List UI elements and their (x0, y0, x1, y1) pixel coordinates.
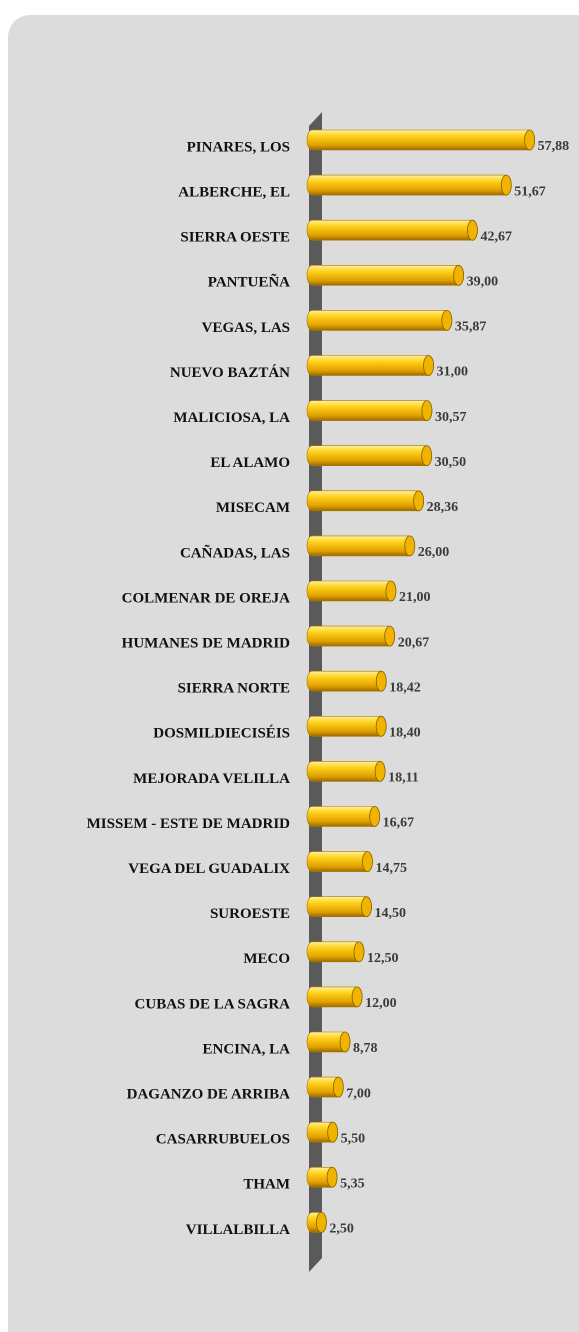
category-label: VEGAS, LAS (202, 320, 290, 336)
value-label: 5,50 (341, 1131, 366, 1146)
category-label: PANTUEÑA (208, 273, 290, 291)
bar (306, 174, 512, 196)
value-label: 2,50 (329, 1222, 354, 1237)
value-label: 28,36 (427, 500, 459, 515)
value-label: 35,87 (455, 320, 487, 335)
category-label: CAÑADAS, LAS (180, 543, 290, 561)
category-label: NUEVO BAZTÁN (170, 364, 290, 381)
category-label: DAGANZO DE ARRIBA (127, 1087, 291, 1103)
category-label: THAM (243, 1177, 290, 1193)
bar (306, 309, 453, 331)
category-label: PINARES, LOS (187, 139, 290, 155)
category-label: COLMENAR DE OREJA (122, 590, 291, 606)
bar (306, 355, 434, 376)
value-label: 18,11 (388, 771, 419, 786)
category-label: MEJORADA VELILLA (133, 771, 290, 787)
value-label: 30,50 (435, 455, 467, 470)
category-label: VILLALBILLA (186, 1222, 290, 1238)
bar (306, 670, 387, 692)
value-label: 30,57 (435, 410, 467, 425)
bar (306, 1121, 339, 1143)
category-label: SIERRA OESTE (180, 230, 290, 246)
bar (306, 129, 536, 151)
category-label: HUMANES DE MADRID (122, 636, 291, 652)
category-label: SUROESTE (210, 906, 290, 922)
value-label: 8,78 (353, 1041, 378, 1056)
value-label: 18,42 (389, 680, 421, 695)
axis-wall (309, 112, 322, 1272)
category-label: DOSMILDIECISÉIS (153, 725, 290, 742)
panel (8, 15, 579, 1332)
bar (306, 1031, 351, 1053)
value-label: 57,88 (538, 139, 570, 154)
category-label: MECO (243, 951, 290, 967)
category-label: MISECAM (216, 500, 290, 516)
value-label: 7,00 (346, 1086, 371, 1101)
bar (306, 535, 416, 557)
bar (306, 986, 363, 1008)
bar (306, 490, 425, 512)
category-label: CASARRUBUELOS (156, 1132, 290, 1148)
category-label: ALBERCHE, EL (178, 185, 290, 201)
category-label: SIERRA NORTE (178, 681, 290, 697)
bar (306, 580, 397, 602)
value-label: 26,00 (418, 545, 450, 560)
value-label: 16,67 (383, 816, 415, 831)
bar (306, 1166, 338, 1188)
bar (306, 400, 433, 422)
category-label: CUBAS DE LA SAGRA (135, 996, 291, 1012)
bar (306, 941, 365, 963)
value-label: 51,67 (514, 184, 546, 199)
bar (306, 1076, 344, 1098)
value-label: 21,00 (399, 590, 431, 605)
value-label: 5,35 (340, 1177, 365, 1192)
bar (306, 219, 478, 241)
bar (306, 896, 372, 918)
bar (306, 715, 387, 737)
bar (306, 851, 373, 872)
bar (306, 806, 381, 827)
value-label: 42,67 (480, 229, 512, 244)
value-label: 31,00 (437, 365, 469, 380)
bar (306, 445, 433, 467)
category-label: ENCINA, LA (202, 1041, 290, 1057)
category-label: MISSEM - ESTE DE MADRID (87, 816, 291, 832)
value-label: 39,00 (467, 275, 499, 290)
category-label: EL ALAMO (210, 455, 290, 471)
value-label: 12,50 (367, 951, 399, 966)
bar (306, 1212, 327, 1233)
value-label: 20,67 (398, 635, 430, 650)
value-label: 18,40 (389, 726, 421, 741)
bar (306, 625, 396, 647)
bar (306, 761, 386, 782)
category-label: VEGA DEL GUADALIX (128, 861, 290, 877)
value-label: 14,50 (375, 906, 407, 921)
value-label: 14,75 (375, 861, 407, 876)
category-label: MALICIOSA, LA (173, 410, 290, 426)
value-label: 12,00 (365, 996, 397, 1011)
bar (306, 264, 465, 286)
